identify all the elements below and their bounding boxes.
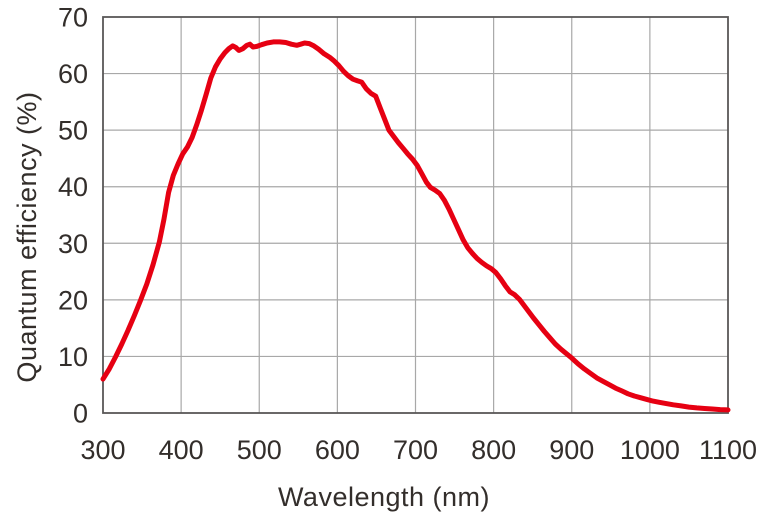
- y-tick-label: 30: [58, 229, 88, 259]
- y-tick-label: 60: [58, 59, 88, 89]
- x-tick-label: 300: [80, 435, 125, 465]
- x-tick-label: 800: [471, 435, 516, 465]
- y-axis-title: Quantum efficiency (%): [12, 91, 42, 382]
- x-tick-label: 700: [393, 435, 438, 465]
- qe-curve: [100, 39, 731, 413]
- y-tick-label: 70: [58, 3, 88, 33]
- x-tick-label: 400: [159, 435, 204, 465]
- gridlines: [103, 17, 728, 413]
- qe-curve-line: [100, 39, 731, 413]
- y-tick-label: 50: [58, 116, 88, 146]
- x-tick-label: 1100: [699, 435, 757, 465]
- x-axis-tick-labels: 300 400 500 600 700 800 900 1000 1100: [80, 435, 757, 465]
- x-axis-title: Wavelength (nm): [278, 482, 490, 512]
- x-tick-label: 1000: [620, 435, 680, 465]
- y-tick-label: 20: [58, 285, 88, 315]
- plot-border: [102, 16, 729, 414]
- x-tick-label: 500: [237, 435, 282, 465]
- x-tick-label: 600: [315, 435, 360, 465]
- y-tick-label: 10: [58, 342, 88, 372]
- y-tick-label: 0: [73, 399, 88, 429]
- y-tick-label: 40: [58, 172, 88, 202]
- x-tick-label: 900: [549, 435, 594, 465]
- y-axis-tick-labels: 0 10 20 30 40 50 60 70: [58, 3, 88, 429]
